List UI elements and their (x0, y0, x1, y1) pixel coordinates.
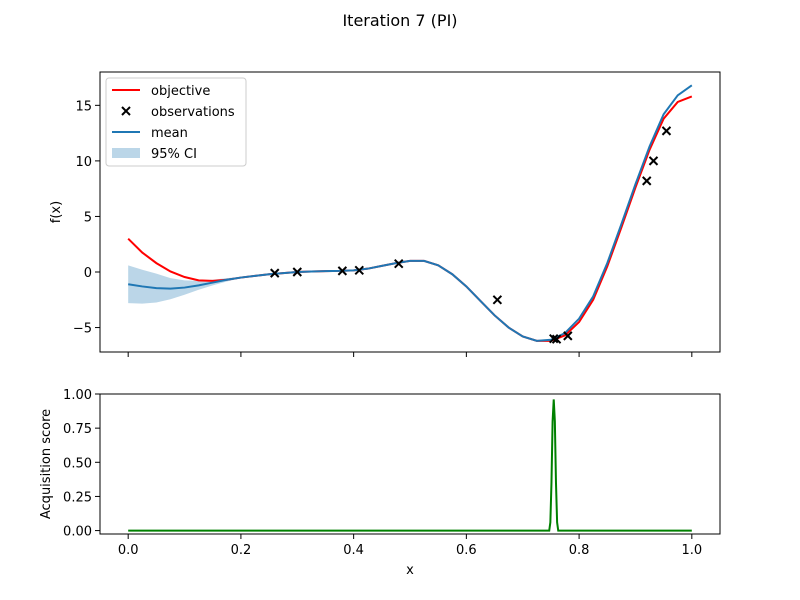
objective-y-tick-label: −5 (73, 322, 92, 337)
acquisition-x-tick-label: 0.6 (456, 543, 477, 558)
observation-point (292, 267, 302, 277)
acquisition-y-tick-label: 0.75 (63, 422, 92, 437)
acquisition-plot: 0.0 0.2 0.4 0.6 0.8 1.0 0.000.250.500.751.00 … (39, 388, 721, 578)
acquisition-y-tick-label: 0.25 (63, 490, 92, 505)
objective-y-tick-label: 10 (75, 155, 92, 170)
objective-plot: −5 0 5 10 15 f(x) objective observations mea… (49, 71, 721, 357)
observation-stroke-b (270, 268, 280, 278)
acquisition-y-tick-label: 0.50 (63, 456, 92, 471)
observation-point (563, 331, 573, 341)
observation-point (661, 126, 672, 136)
mean-line (128, 84, 693, 342)
observation-point (642, 176, 652, 186)
observation-stroke-b (661, 126, 672, 136)
observation-stroke-b (492, 295, 503, 305)
legend: objective observations mean 95% CI (105, 77, 247, 167)
legend-ci-swatch (112, 148, 140, 158)
observation-stroke-b (394, 258, 404, 269)
legend-observations-swatch (121, 106, 131, 116)
objective-lines-group (127, 84, 693, 342)
objective-y-tick-label: 5 (84, 210, 92, 225)
acquisition-x-tick-label: 0.0 (118, 543, 139, 558)
observation-stroke-b (563, 331, 573, 341)
acquisition-axes-frame (99, 393, 721, 535)
legend-observations-label: observations (151, 105, 235, 120)
observation-point (492, 295, 503, 305)
acquisition-x-tick-label: 0.2 (231, 543, 252, 558)
observation-point (354, 265, 364, 276)
acquisition-x-ticks: 0.0 0.2 0.4 0.6 0.8 1.0 (118, 534, 702, 558)
legend-mean-label: mean (151, 126, 188, 141)
acquisition-lines-group (128, 399, 692, 532)
legend-objective-label: objective (151, 84, 210, 99)
acquisition-y-axis-label: Acquisition score (39, 409, 54, 519)
objective-y-tick-label: 0 (84, 266, 92, 281)
acquisition-x-tick-label: 1.0 (681, 543, 702, 558)
acquisition-y-tick-label: 1.00 (63, 388, 92, 403)
observation-stroke-b (642, 176, 652, 186)
figure-title: Iteration 7 (PI) (342, 11, 457, 30)
legend-box (105, 77, 247, 167)
acquisition-x-axis-label: x (406, 563, 414, 578)
acquisition-y-ticks: 0.00 0.25 0.50 0.75 1.00 (63, 388, 100, 540)
observation-point (337, 266, 348, 276)
objective-y-tick-label: 15 (75, 99, 92, 114)
legend-ci-label: 95% CI (151, 147, 197, 162)
objective-x-ticks (127, 352, 693, 357)
acquisition-y-tick-label: 0.00 (63, 525, 92, 540)
objective-y-ticks: −5 0 5 10 15 (73, 99, 100, 337)
observation-point (270, 268, 280, 278)
observation-stroke-b (648, 156, 659, 166)
acquisition-line (128, 399, 692, 532)
observation-stroke-b (551, 334, 562, 344)
observation-point (394, 258, 404, 269)
observation-point (551, 334, 562, 344)
observation-stroke-b (549, 333, 559, 344)
observation-point (648, 156, 659, 166)
observation-point (549, 333, 559, 344)
observation-stroke-b (337, 266, 348, 276)
observations-group (270, 126, 672, 344)
observation-stroke-b (292, 267, 302, 277)
objective-axes-frame (99, 71, 721, 353)
acquisition-x-tick-label: 0.4 (343, 543, 364, 558)
observation-stroke-b (354, 265, 364, 276)
objective-y-axis-label: f(x) (49, 201, 64, 223)
acquisition-x-tick-label: 0.8 (569, 543, 590, 558)
